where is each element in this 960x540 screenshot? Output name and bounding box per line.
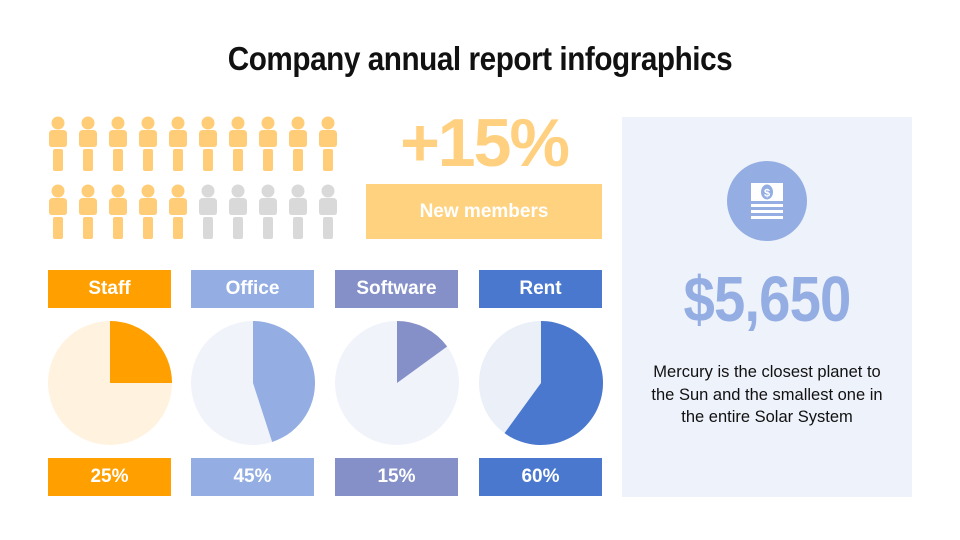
category-label: Office [191,270,314,308]
people-icon-grid [49,116,337,239]
pie-slice-rent [504,321,603,445]
person-icon [109,184,127,239]
percent-label: 25% [48,458,171,496]
person-icon [289,184,307,239]
percent-label: 15% [335,458,458,496]
person-icon [229,184,247,239]
person-icon [49,116,67,171]
summary-description: Mercury is the closest planet to the Sun… [651,363,883,426]
new-members-label: New members [366,184,602,239]
pie-slice-staff [110,321,172,383]
person-icon [139,116,157,171]
person-icon [229,116,247,171]
total-amount: $5,650 [683,263,852,335]
category-label: Staff [48,270,171,308]
person-icon [169,184,187,239]
percent-label: 45% [191,458,314,496]
person-icon [319,184,337,239]
category-label: Rent [479,270,602,308]
person-icon [199,116,217,171]
page-title: Company annual report infographics [227,40,733,77]
category-label: Software [335,270,458,308]
person-icon [319,116,337,171]
person-icon [109,116,127,171]
person-icon [79,116,97,171]
growth-percent: +15% [400,105,570,181]
person-icon [79,184,97,239]
pie-charts [48,321,603,445]
money-stack-icon: $ [727,161,807,241]
person-icon [259,116,277,171]
person-icon [289,116,307,171]
person-icon [49,184,67,239]
person-icon [259,184,277,239]
pie-slice-software [397,321,448,383]
svg-text:$: $ [764,188,770,200]
person-icon [139,184,157,239]
person-icon [169,116,187,171]
pie-slice-office [253,321,315,442]
percent-label: 60% [479,458,602,496]
person-icon [199,184,217,239]
